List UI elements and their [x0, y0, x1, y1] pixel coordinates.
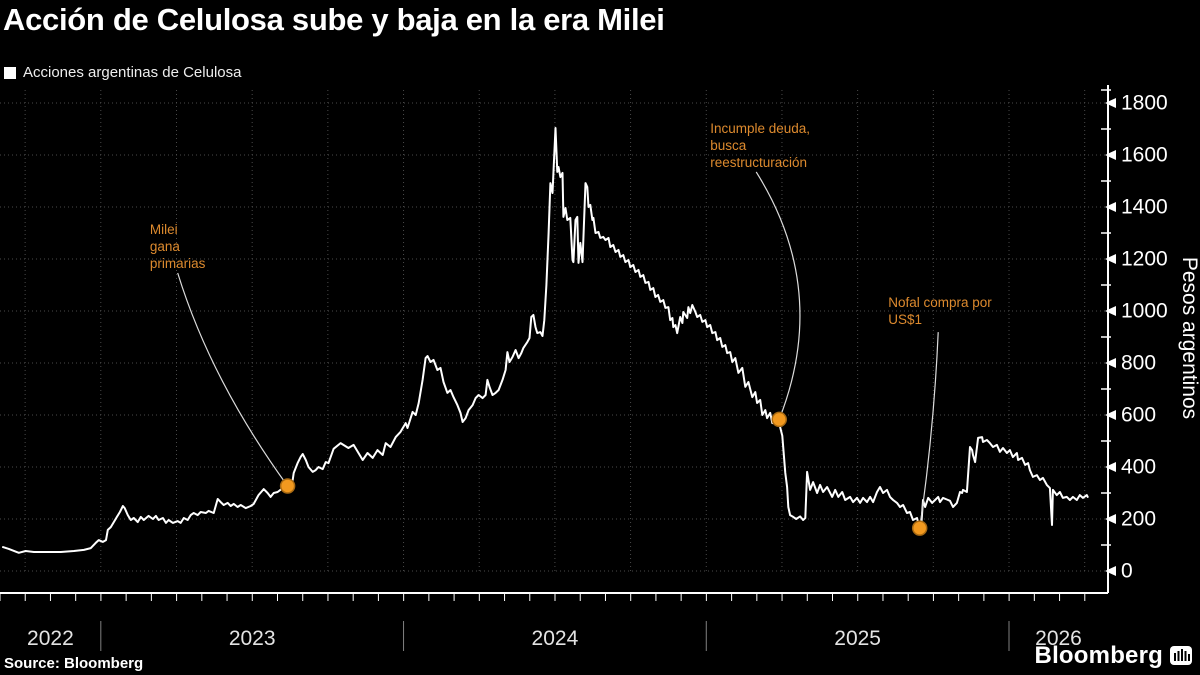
y-tick-label: 200 — [1121, 508, 1156, 531]
axes — [0, 85, 1111, 601]
annotation-label-line: gana — [150, 239, 181, 254]
y-major-tick-arrow-icon — [1105, 462, 1116, 472]
y-tick-label: 1400 — [1121, 196, 1168, 219]
page-title: Acción de Celulosa sube y baja en la era… — [3, 2, 665, 37]
annotation-label-line: Incumple deuda, — [710, 121, 810, 136]
y-major-tick-arrow-icon — [1105, 358, 1116, 368]
annotation-label-milei-gana-primarias: Milei gana primarias — [150, 222, 206, 271]
annotation-label-line: US$1 — [888, 312, 922, 327]
y-axis-title: Pesos argentinos — [1178, 257, 1200, 419]
annotation-label-nofal-compra: Nofal compra por US$1 — [888, 295, 992, 327]
event-dot-milei-gana-primarias — [279, 478, 296, 494]
y-tick-label: 0 — [1121, 560, 1133, 583]
y-major-tick-arrow-icon — [1105, 150, 1116, 160]
annotation-label-incumple-deuda: Incumple deuda, busca reestructuración — [710, 121, 810, 170]
y-major-tick-arrow-icon — [1105, 514, 1116, 524]
y-major-tick-arrow-icon — [1105, 98, 1116, 108]
y-major-tick-arrow-icon — [1105, 566, 1116, 576]
event-dot-incumple-deuda — [771, 411, 787, 428]
annotation-leader-line — [919, 332, 939, 529]
x-year-label: 2022 — [27, 627, 74, 650]
annotation-label-line: Milei — [150, 222, 178, 237]
bloomberg-logo: Bloomberg — [1035, 642, 1192, 670]
y-major-tick-arrow-icon — [1105, 202, 1116, 212]
bloomberg-terminal-icon — [1170, 646, 1192, 665]
annotations: Milei gana primarias Incumple deuda, busca re… — [150, 121, 992, 536]
source-text: Source: Bloomberg — [4, 655, 144, 672]
y-tick-label: 1200 — [1121, 248, 1168, 271]
axis-labels: 0 200 400 600 800 1000 1200 1400 1600 1800 Pesos a… — [27, 92, 1200, 651]
y-tick-label: 1000 — [1121, 300, 1168, 323]
y-tick-label: 1600 — [1121, 144, 1168, 167]
x-year-label: 2025 — [834, 627, 881, 650]
y-tick-label: 400 — [1121, 456, 1156, 479]
annotation-label-line: busca — [710, 138, 747, 153]
legend-label: Acciones argentinas de Celulosa — [23, 64, 242, 81]
event-dot-nofal-compra — [911, 520, 928, 536]
y-major-tick-arrow-icon — [1105, 306, 1116, 316]
gridlines — [0, 90, 1108, 572]
annotation-label-line: reestructuración — [710, 155, 807, 170]
legend-swatch-icon — [4, 66, 16, 79]
x-year-label: 2024 — [532, 627, 579, 650]
y-major-tick-arrow-icon — [1105, 254, 1116, 264]
y-major-tick-arrow-icon — [1105, 410, 1116, 420]
x-year-label: 2026 — [1035, 627, 1082, 650]
y-tick-label: 600 — [1121, 404, 1156, 427]
annotation-leader-line — [177, 272, 289, 487]
legend: Acciones argentinas de Celulosa — [4, 64, 241, 81]
x-year-label: 2023 — [229, 627, 276, 650]
annotation-label-line: Nofal compra por — [888, 295, 992, 310]
bloomberg-wordmark: Bloomberg — [1034, 642, 1163, 669]
y-tick-label: 800 — [1121, 352, 1156, 375]
y-tick-label: 1800 — [1121, 92, 1168, 115]
annotation-leader-line — [755, 171, 801, 420]
annotation-label-line: primarias — [150, 256, 206, 271]
